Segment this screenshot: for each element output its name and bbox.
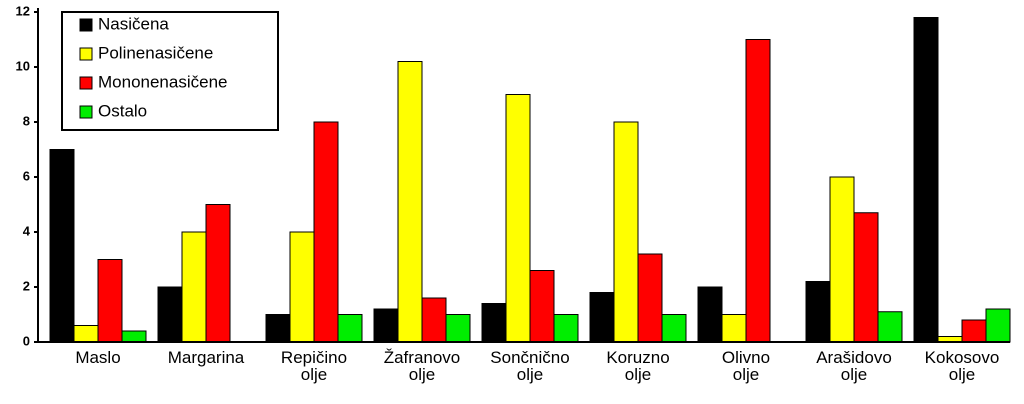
bar: [445, 314, 471, 343]
y-tick-label: 8: [23, 113, 30, 128]
bar: [829, 176, 855, 343]
y-tick-label: 0: [23, 333, 30, 348]
bar: [181, 231, 207, 343]
x-tick-label: Maslo: [75, 348, 120, 367]
bar: [553, 314, 579, 343]
bar: [313, 121, 339, 343]
bar: [805, 281, 831, 343]
bar: [121, 330, 147, 343]
bar: [265, 314, 291, 343]
x-tick-label: Repičino olje: [281, 348, 347, 384]
y-tick-label: 6: [23, 168, 30, 183]
x-tick-label: Sončnično olje: [490, 348, 569, 384]
legend-box: [61, 11, 279, 131]
bar: [661, 314, 687, 343]
legend-label: Polinenasičene: [98, 43, 213, 62]
bar: [373, 308, 399, 343]
bar: [589, 292, 615, 343]
bar: [205, 204, 231, 343]
bar: [877, 311, 903, 343]
y-tick-label: 12: [16, 3, 30, 18]
y-tick-label: 4: [23, 223, 31, 238]
bar: [853, 212, 879, 343]
legend-label: Nasičena: [98, 14, 169, 33]
x-tick-label: Margarina: [168, 348, 245, 367]
legend-label: Mononenasičene: [98, 72, 227, 91]
bar: [421, 297, 447, 343]
bar: [637, 253, 663, 343]
bar: [913, 17, 939, 343]
x-tick-label: Kokosovo olje: [925, 348, 1000, 384]
bar: [505, 94, 531, 343]
bar: [337, 314, 363, 343]
bar: [529, 270, 555, 343]
legend-swatch: [79, 18, 93, 32]
bar: [745, 39, 771, 343]
bar: [289, 231, 315, 343]
legend-label: Ostalo: [98, 101, 147, 120]
bar: [481, 303, 507, 343]
bar: [397, 61, 423, 343]
bar: [721, 314, 747, 343]
y-tick-label: 10: [16, 58, 30, 73]
legend-swatch: [79, 47, 93, 61]
x-tick-label: Olivno olje: [722, 348, 770, 384]
bar: [613, 121, 639, 343]
x-tick-label: Arašidovo olje: [816, 348, 892, 384]
x-tick-label: Žafranovo olje: [384, 348, 461, 384]
bar: [73, 325, 99, 343]
bar: [961, 319, 987, 343]
bar: [697, 286, 723, 343]
y-tick-label: 2: [23, 278, 30, 293]
bar: [985, 308, 1011, 343]
legend-swatch: [79, 76, 93, 90]
bar: [49, 149, 75, 343]
legend-swatch: [79, 105, 93, 119]
bar: [97, 259, 123, 343]
x-tick-label: Koruzno olje: [606, 348, 669, 384]
bar: [157, 286, 183, 343]
